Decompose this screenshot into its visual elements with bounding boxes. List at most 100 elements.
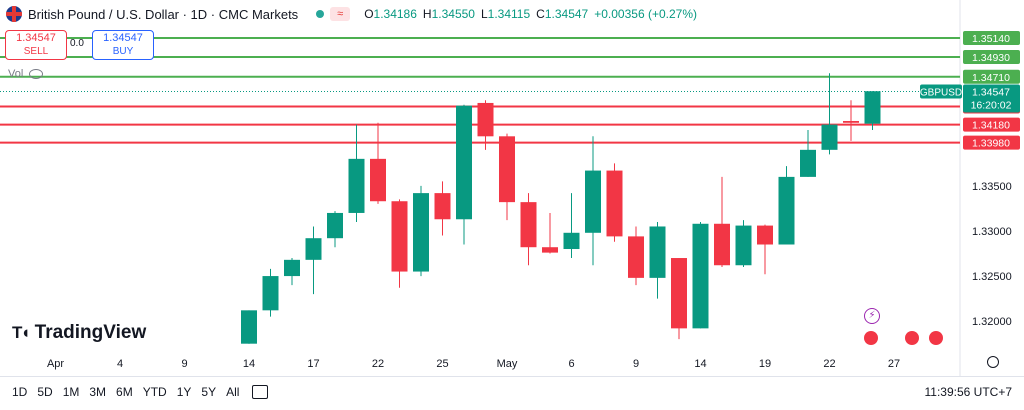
bottom-toolbar: 1D 5D 1M 3M 6M YTD 1Y 5Y All 11:39:56 UT… (0, 376, 1024, 410)
volume-label: Vol (8, 68, 24, 80)
x-tick-label-0: Apr (47, 358, 64, 370)
x-tick-label-4: 17 (307, 358, 319, 370)
x-tick-label-9: 9 (633, 358, 639, 370)
level-tag-2 (963, 69, 1020, 84)
level-label-1: 1.34930 (972, 52, 1010, 64)
x-tick-label-12: 22 (823, 358, 835, 370)
open-value: 1.34186 (373, 7, 417, 21)
clock: 11:39:56 UTC+7 (924, 385, 1013, 399)
buy-button[interactable]: 1.34547 BUY (92, 30, 154, 60)
symbol-label: GBPUSD (920, 88, 962, 99)
level-label-0: 1.35140 (972, 33, 1010, 45)
candle-body-26 (800, 149, 816, 177)
x-tick-label-2: 9 (181, 358, 187, 370)
lightning-icon[interactable]: ⚡ (864, 308, 880, 324)
last-price-label: 1.34547 (972, 87, 1010, 99)
x-tick-label-11: 19 (759, 358, 771, 370)
ohlc-values: O1.34186 H1.34550 L1.34115 C1.34547 +0.0… (364, 7, 697, 21)
candle-body-29 (864, 91, 881, 124)
candle-body-9 (434, 193, 451, 220)
candle-body-20 (671, 258, 687, 329)
candle-body-27 (821, 124, 838, 150)
candle-body-13 (520, 202, 537, 248)
candle-body-11 (477, 102, 494, 137)
sell-button[interactable]: 1.34547 SELL (5, 30, 67, 60)
candle-body-6 (370, 158, 386, 202)
candle-body-15 (563, 232, 580, 250)
close-label: C (536, 7, 545, 21)
tf-all[interactable]: All (226, 385, 240, 399)
symbol-title[interactable]: British Pound / U.S. Dollar · 1D · CMC M… (28, 6, 299, 22)
calendar-icon[interactable] (252, 385, 268, 399)
change-value: +0.00356 (+0.27%) (594, 7, 697, 21)
close-value: 1.34547 (544, 7, 589, 21)
us-event-icon[interactable] (905, 331, 919, 345)
candle-body-12 (499, 136, 515, 203)
sell-price: 1.34547 (16, 32, 56, 44)
level-tag-1 (963, 49, 1020, 64)
us-event-icon-2[interactable] (929, 331, 943, 345)
candle-body-1 (262, 276, 279, 311)
tf-3m[interactable]: 3M (89, 385, 107, 399)
candle-body-18 (628, 236, 644, 278)
low-label: L (480, 7, 488, 21)
tf-1y[interactable]: 1Y (176, 385, 192, 399)
spread-value: 0.0 (70, 38, 84, 49)
level-label-5: 1.33980 (972, 138, 1010, 150)
countdown-label: 16:20:02 (971, 100, 1012, 112)
level-label-4: 1.34180 (972, 120, 1010, 132)
candle-body-3 (305, 238, 322, 260)
level-tag-5 (963, 135, 1020, 150)
x-tick-label-3: 14 (243, 358, 255, 370)
volume-indicator[interactable]: Vol (8, 68, 44, 80)
eye-icon[interactable] (29, 69, 44, 79)
level-label-2: 1.34710 (972, 72, 1010, 84)
tf-1d[interactable]: 1D (12, 385, 28, 399)
gb-event-icon[interactable] (864, 331, 878, 345)
candle-body-23 (735, 225, 752, 266)
candle-body-17 (606, 170, 623, 237)
chart-header: British Pound / U.S. Dollar · 1D · CMC M… (6, 6, 697, 22)
y-tick-label-3: 1.33500 (972, 181, 1012, 193)
candle-body-10 (456, 105, 472, 220)
settings-icon[interactable] (987, 356, 999, 368)
tradingview-logo: T◖ TradingView (12, 322, 146, 344)
candle-body-4 (327, 212, 343, 239)
gbp-flag-icon (6, 6, 22, 22)
tf-6m[interactable]: 6M (116, 385, 133, 399)
market-open-icon (316, 10, 325, 18)
candle-body-21 (692, 223, 709, 329)
brand-name: TradingView (34, 322, 147, 343)
last-price-tag (963, 84, 1020, 113)
tf-5y[interactable]: 5Y (201, 385, 217, 399)
low-value: 1.34115 (487, 7, 531, 21)
high-value: 1.34550 (431, 7, 475, 21)
tf-1m[interactable]: 1M (62, 385, 80, 399)
open-label: O (364, 7, 374, 21)
candle-body-16 (585, 170, 601, 233)
tf-ytd[interactable]: YTD (142, 385, 167, 399)
level-tag-0 (963, 31, 1020, 46)
buy-label: BUY (112, 46, 134, 57)
tf-5d[interactable]: 5D (37, 385, 53, 399)
candle-body-28 (843, 120, 859, 123)
y-tick-label-2: 1.33000 (972, 226, 1012, 238)
candle-body-8 (413, 193, 429, 272)
candle-body-22 (714, 223, 730, 266)
x-tick-label-8: 6 (568, 358, 574, 370)
x-tick-label-10: 14 (694, 358, 706, 370)
x-tick-label-13: 27 (888, 358, 900, 370)
x-tick-label-6: 25 (436, 358, 448, 370)
x-tick-label-5: 22 (372, 358, 384, 370)
sell-label: SELL (23, 46, 49, 57)
x-tick-label-7: May (497, 358, 518, 370)
candle-body-25 (778, 176, 795, 245)
x-tick-label-1: 4 (117, 358, 123, 370)
candle-body-24 (757, 225, 773, 245)
high-label: H (422, 7, 432, 21)
candle-body-5 (348, 158, 365, 213)
candle-body-0 (241, 310, 257, 344)
candle-body-2 (284, 259, 300, 277)
approx-badge: ≈ (330, 7, 351, 21)
